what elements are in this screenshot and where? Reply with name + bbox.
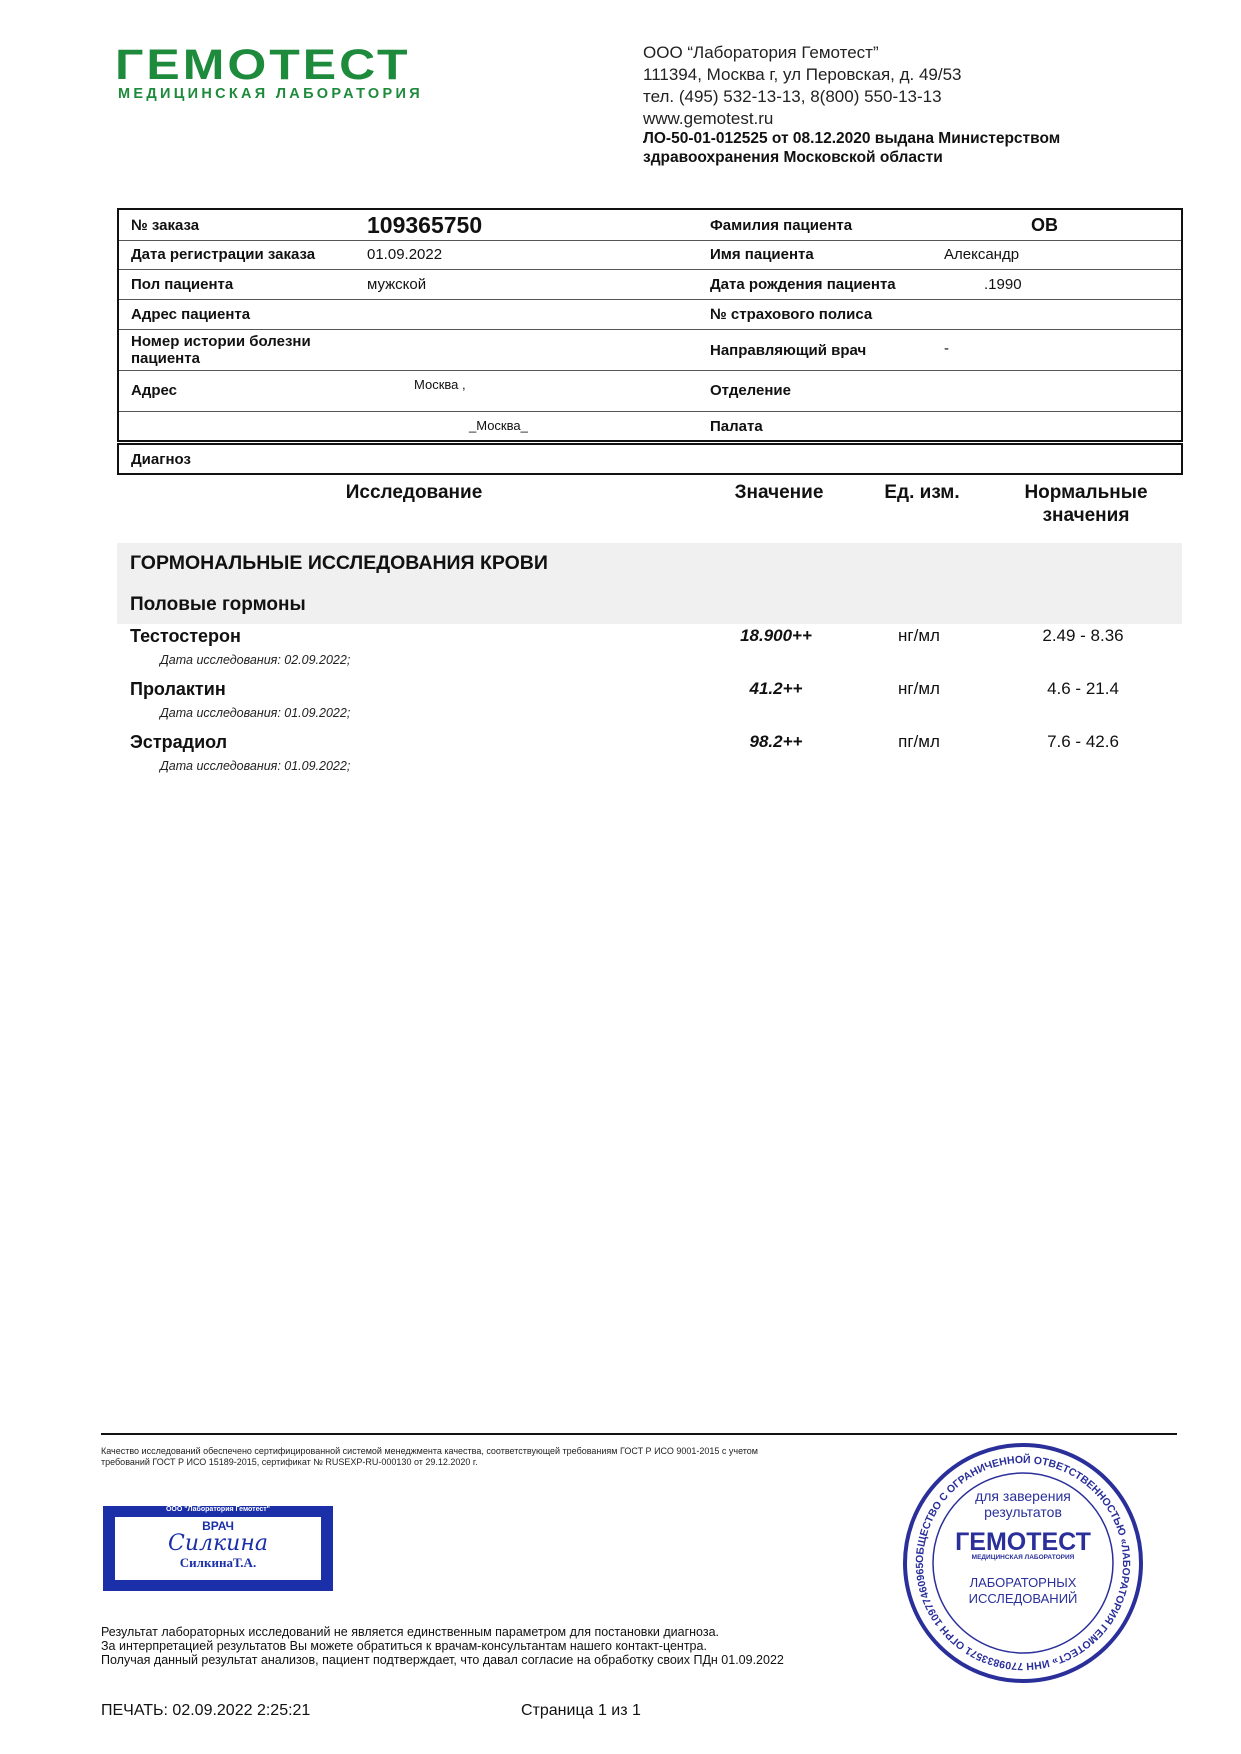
- test-unit: пг/мл: [898, 732, 940, 751]
- logo-tagline: МЕДИЦИНСКАЯ ЛАБОРАТОРИЯ: [118, 86, 423, 102]
- header-norm: Нормальные: [1024, 482, 1148, 503]
- order-number: 109365750: [367, 212, 483, 238]
- info-row: Номер истории болезни пациента Направляю…: [119, 330, 1181, 371]
- order-label: № заказа: [131, 217, 200, 234]
- stamp-bottom-text: ЛАБОРАТОРНЫХ ИССЛЕДОВАНИЙ: [968, 1575, 1078, 1606]
- surname-label: Фамилия пациента: [710, 217, 853, 234]
- doctor-label: Направляющий врач: [710, 342, 867, 359]
- address-label: Адрес: [131, 382, 178, 399]
- doctor-stamp-org: ООО "Лаборатория Гемотест": [165, 1506, 271, 1513]
- address-value: Москва ,: [414, 377, 466, 392]
- sex-value: мужской: [367, 276, 427, 293]
- surname-value: ов: [1031, 215, 1058, 235]
- doctor-stamp-name: СилкинаТ.А.: [179, 1555, 257, 1570]
- dob-value: .1990: [984, 276, 1022, 293]
- test-date: Дата исследования: 01.09.2022;: [160, 759, 351, 773]
- name-label: Имя пациента: [710, 246, 814, 263]
- org-license-2: здравоохранения Московской области: [643, 149, 943, 166]
- patient-address-label: Адрес пациента: [131, 306, 251, 323]
- reg-date-label: Дата регистрации заказа: [131, 246, 316, 263]
- test-name: Эстрадиол: [130, 732, 228, 752]
- print-timestamp: ПЕЧАТЬ: 02.09.2022 2:25:21: [101, 1702, 311, 1719]
- info-row: Адрес пациента № страхового полиса: [119, 300, 1181, 330]
- disclaimer-2: За интерпретацией результатов Вы можете …: [101, 1639, 707, 1653]
- quality-text-2: требований ГОСТ Р ИСО 15189-2015, сертиф…: [101, 1457, 478, 1467]
- test-name: Тестостерон: [130, 626, 241, 646]
- section-title: ГОРМОНАЛЬНЫЕ ИССЛЕДОВАНИЯ КРОВИ: [130, 552, 548, 574]
- header-test: Исследование: [345, 482, 483, 503]
- subsection-title: Половые гормоны: [130, 594, 306, 615]
- name-value: Александр: [944, 246, 1020, 263]
- page-number: Страница 1 из 1: [521, 1702, 641, 1719]
- org-website[interactable]: www.gemotest.ru: [643, 109, 774, 128]
- test-norm: 4.6 - 21.4: [1047, 679, 1119, 698]
- section-band: [117, 543, 1182, 624]
- test-date: Дата исследования: 02.09.2022;: [160, 653, 351, 667]
- stamp-brand-sub: МЕДИЦИНСКАЯ ЛАБОРАТОРИЯ: [971, 1554, 1075, 1561]
- info-row: № заказа 109365750 Фамилия пациента ов: [119, 210, 1181, 241]
- diagnosis-label: Диагноз: [131, 451, 191, 468]
- stamp-top-text: для заверения результатов: [975, 1488, 1071, 1520]
- reg-date-value: 01.09.2022: [367, 246, 443, 263]
- test-value: 18.900++: [740, 626, 812, 645]
- test-unit: нг/мл: [898, 626, 940, 645]
- test-date: Дата исследования: 01.09.2022;: [160, 706, 351, 720]
- round-stamp: ОБЩЕСТВО С ОГРАНИЧЕННОЙ ОТВЕТСТВЕННОСТЬЮ…: [900, 1440, 1143, 1683]
- info-row: _Москва_ Палата: [119, 412, 1181, 440]
- org-address: 111394, Москва г, ул Перовская, д. 49/53: [643, 65, 962, 84]
- footer-divider: [101, 1433, 1177, 1435]
- info-row: Пол пациента мужской Дата рождения пацие…: [119, 270, 1181, 300]
- diagnosis-box: Диагноз: [117, 443, 1183, 475]
- test-norm: 7.6 - 42.6: [1047, 732, 1119, 751]
- doctor-stamp-title: ВРАЧ: [202, 1519, 234, 1533]
- test-norm: 2.49 - 8.36: [1042, 626, 1124, 645]
- header-unit: Ед. изм.: [884, 482, 960, 503]
- department-label: Отделение: [710, 382, 791, 399]
- org-name: ООО “Лаборатория Гемотест”: [643, 43, 879, 62]
- quality-text: Качество исследований обеспечено сертифи…: [101, 1446, 758, 1456]
- header-norm-2: значения: [1042, 505, 1130, 526]
- logo-title: ГЕМОТЕСТ: [115, 40, 411, 89]
- ward-label: Палата: [710, 418, 763, 435]
- info-row: Дата регистрации заказа 01.09.2022 Имя п…: [119, 240, 1181, 270]
- policy-label: № страхового полиса: [710, 306, 873, 323]
- test-value: 41.2++: [749, 679, 803, 698]
- doctor-signature: Силкина: [168, 1531, 268, 1556]
- doctor-stamp: ВРАЧ Силкина СилкинаТ.А. ООО "Лаборатори…: [103, 1506, 333, 1591]
- disclaimer-3: Получая данный результат анализов, пацие…: [101, 1653, 784, 1667]
- test-unit: нг/мл: [898, 679, 940, 698]
- doctor-value: -: [944, 340, 949, 357]
- dob-label: Дата рождения пациента: [710, 276, 896, 293]
- address-value-2: _Москва_: [469, 418, 528, 433]
- stamp-outer-ring: [903, 1443, 1143, 1683]
- stamp-brand: ГЕМОТЕСТ: [955, 1528, 1091, 1556]
- org-license: ЛО-50-01-012525 от 08.12.2020 выдана Мин…: [643, 130, 1061, 147]
- sex-label: Пол пациента: [131, 276, 234, 293]
- disclaimer-1: Результат лабораторных исследований не я…: [101, 1625, 720, 1639]
- stamp-inner-ring: [932, 1472, 1114, 1654]
- patient-info-table: № заказа 109365750 Фамилия пациента ов Д…: [117, 208, 1183, 442]
- info-row: Адрес Москва , Отделение: [119, 371, 1181, 412]
- test-value: 98.2++: [749, 732, 803, 751]
- history-label: Номер истории болезни пациента: [131, 333, 311, 367]
- test-name: Пролактин: [130, 679, 226, 699]
- org-phone: тел. (495) 532-13-13, 8(800) 550-13-13: [643, 87, 942, 106]
- header-value: Значение: [734, 482, 824, 503]
